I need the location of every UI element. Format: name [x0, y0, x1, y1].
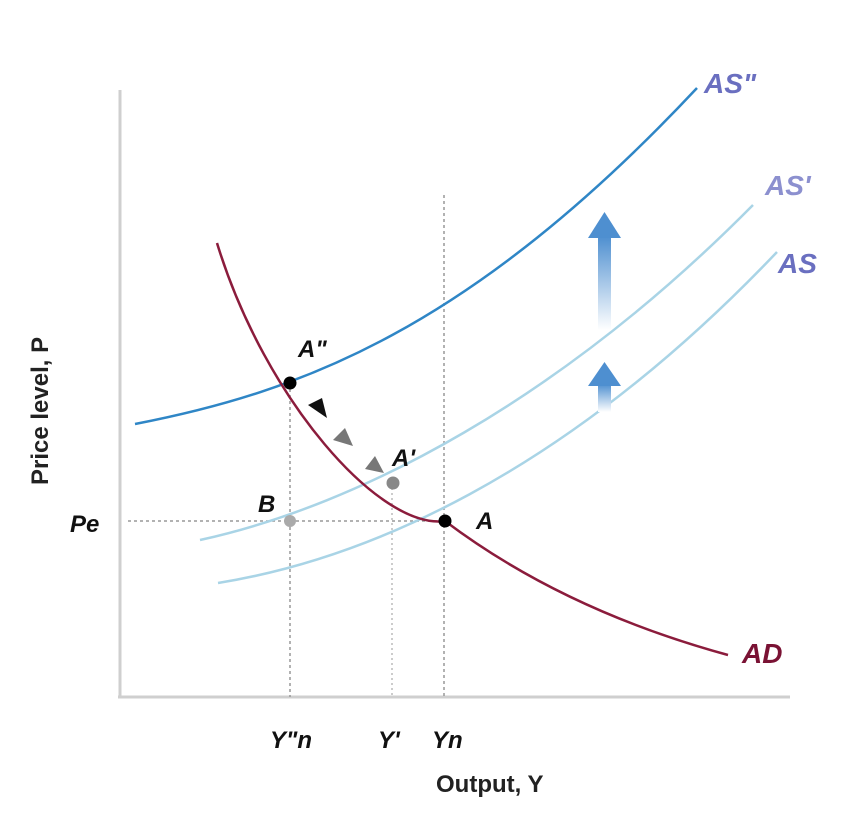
- shift-arrow-small: [588, 362, 621, 412]
- a-double-prime-label: A": [297, 336, 327, 363]
- path-arrow-2: [333, 428, 353, 446]
- yn-tick-label: Yn: [432, 727, 463, 754]
- ad-curve: [215, 242, 729, 657]
- a-prime-label: A': [391, 445, 416, 472]
- a-label: A: [475, 508, 493, 535]
- y-prime-tick-label: Y': [378, 727, 401, 754]
- point-a: [438, 514, 452, 528]
- point-a-double-prime: [283, 376, 297, 390]
- x-axis-title: Output, Y: [436, 771, 544, 798]
- b-label: B: [258, 491, 275, 518]
- point-b: [284, 515, 296, 527]
- as-prime-label: AS': [764, 170, 812, 201]
- path-arrow-3: [308, 398, 327, 418]
- as-double-prime-curve: [134, 87, 698, 426]
- ad-label: AD: [741, 638, 782, 669]
- pe-tick-label: Pe: [70, 511, 99, 538]
- as-double-prime-label: AS": [703, 68, 757, 99]
- y-double-prime-n-tick-label: Y"n: [270, 727, 312, 754]
- as-label: AS: [777, 248, 817, 279]
- as-prime-curve: [199, 204, 754, 542]
- y-axis-title: Price level, P: [27, 337, 54, 485]
- as-curve: [217, 251, 778, 585]
- shift-arrow-large: [588, 212, 621, 330]
- point-a-prime: [386, 476, 400, 490]
- path-arrow-1: [365, 456, 384, 473]
